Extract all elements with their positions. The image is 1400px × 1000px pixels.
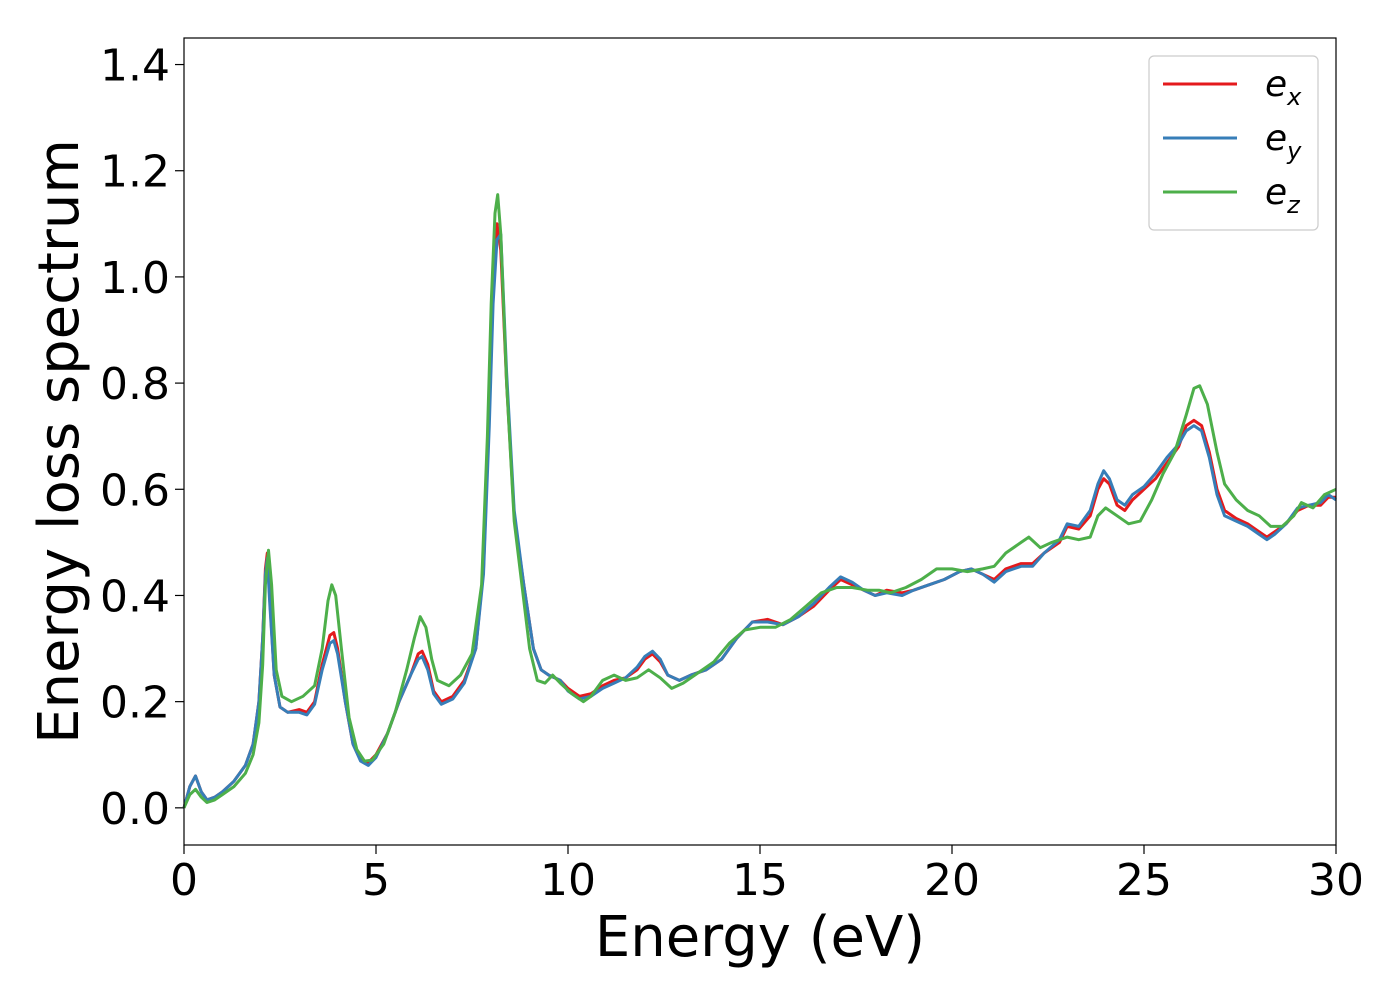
- x-tick-label: 30: [1308, 855, 1364, 906]
- y-axis-label: Energy loss spectrum: [27, 139, 92, 744]
- y-tick-label: 1.2: [100, 147, 170, 198]
- y-tick-label: 0.6: [100, 465, 170, 516]
- x-tick-label: 15: [732, 855, 788, 906]
- y-tick-label: 0.0: [100, 784, 170, 835]
- legend-label-subscript: x: [1286, 83, 1302, 111]
- x-tick-label: 10: [540, 855, 596, 906]
- x-tick-label: 0: [170, 855, 198, 906]
- legend-label-base: e: [1265, 172, 1287, 213]
- tick-layer: 0 5 10 15 20 25 30 0.0 0.2 0.4 0.6 0.8 1.0 1.2 1.4: [100, 41, 1364, 906]
- legend-label-ey: ey: [1265, 118, 1302, 165]
- y-tick-label: 1.4: [100, 41, 170, 92]
- legend-label-subscript: z: [1286, 191, 1301, 219]
- legend-label-ez: ez: [1265, 172, 1301, 219]
- x-tick-label: 5: [362, 855, 390, 906]
- y-tick-label: 0.8: [100, 359, 170, 410]
- series-line-ey: [182, 232, 1337, 809]
- x-axis-label: Energy (eV): [595, 905, 925, 970]
- legend-label-base: e: [1265, 118, 1287, 159]
- series-line-ex: [182, 222, 1336, 809]
- y-tick-label: 0.2: [100, 678, 170, 729]
- legend-label-base: e: [1265, 64, 1287, 105]
- y-tick-label: 0.4: [100, 571, 170, 622]
- legend-label-ex: ex: [1265, 64, 1302, 111]
- series-line-ez: [182, 193, 1337, 809]
- legend-box: [1148, 55, 1319, 231]
- plot-frame: [183, 37, 1337, 846]
- legend-label-subscript: y: [1286, 137, 1302, 165]
- x-tick-label: 25: [1116, 855, 1172, 906]
- y-tick-label: 1.0: [100, 253, 170, 304]
- x-tick-label: 20: [924, 855, 980, 906]
- series-layer: [182, 193, 1337, 809]
